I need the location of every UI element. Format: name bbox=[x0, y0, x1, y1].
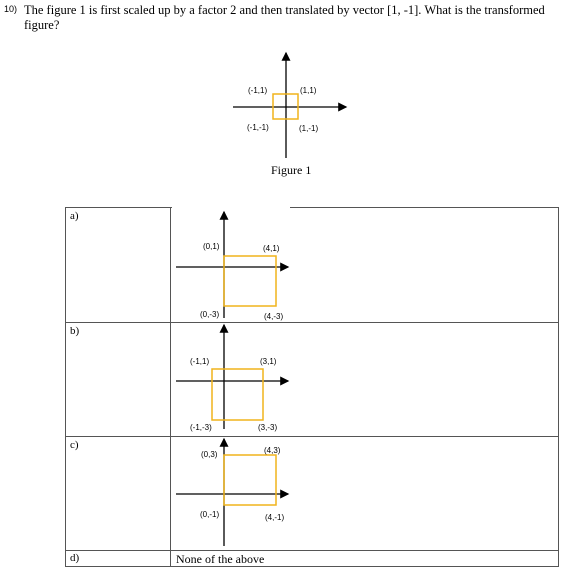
option-b-label-bottom-right: (3,-3) bbox=[258, 423, 278, 432]
option-c-label-bottom-right: (4,-1) bbox=[265, 513, 285, 522]
table-column-divider bbox=[170, 207, 171, 567]
option-c-label-bottom-left: (0,-1) bbox=[200, 510, 220, 519]
question-text: The figure 1 is first scaled up by a fac… bbox=[24, 3, 545, 32]
option-b-label-top-left: (-1,1) bbox=[190, 357, 210, 366]
table-right-border bbox=[558, 207, 559, 567]
option-b-label-bottom-left: (-1,-3) bbox=[190, 423, 212, 432]
option-b-label-top-right: (3,1) bbox=[260, 357, 277, 366]
option-a-label-bottom-left: (0,-3) bbox=[200, 310, 220, 319]
option-c-square bbox=[223, 454, 277, 506]
figure1-label-bottom-left: (-1,-1) bbox=[247, 123, 269, 132]
option-a-letter[interactable]: a) bbox=[70, 210, 79, 222]
figure1-label-bottom-right: (1,-1) bbox=[299, 124, 319, 133]
option-b-letter[interactable]: b) bbox=[70, 325, 80, 337]
option-c-letter[interactable]: c) bbox=[70, 439, 79, 451]
table-top-border-right bbox=[290, 207, 559, 208]
table-row-divider bbox=[65, 550, 559, 551]
figure1-label-top-right: (1,1) bbox=[300, 86, 317, 95]
option-a-square bbox=[223, 255, 277, 307]
table-left-border bbox=[65, 207, 66, 567]
figure1-caption: Figure 1 bbox=[271, 163, 312, 177]
option-a-label-top-left: (0,1) bbox=[203, 242, 220, 251]
option-c-label-top-left: (0,3) bbox=[201, 450, 218, 459]
table-bottom-border bbox=[65, 566, 559, 567]
option-c-label-top-right: (4,3) bbox=[264, 446, 281, 455]
option-d-letter[interactable]: d) bbox=[70, 552, 80, 564]
figure1-square bbox=[272, 93, 299, 120]
table-top-border-left bbox=[65, 207, 172, 208]
option-a-label-bottom-right: (4,-3) bbox=[264, 312, 284, 321]
table-row-divider bbox=[65, 436, 559, 437]
option-b-square bbox=[211, 368, 264, 421]
option-a-label-top-right: (4,1) bbox=[263, 244, 280, 253]
table-row-divider bbox=[65, 322, 559, 323]
figure1-label-top-left: (-1,1) bbox=[248, 86, 268, 95]
question-number: 10) bbox=[4, 4, 18, 14]
option-d-text: None of the above bbox=[176, 552, 265, 566]
